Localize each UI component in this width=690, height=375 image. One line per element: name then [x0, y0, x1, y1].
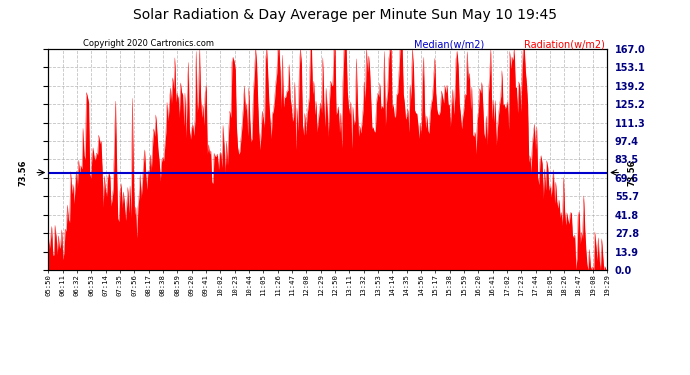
Text: Radiation(w/m2): Radiation(w/m2)	[524, 39, 605, 50]
Text: 73.56: 73.56	[628, 159, 637, 186]
Text: Copyright 2020 Cartronics.com: Copyright 2020 Cartronics.com	[83, 39, 214, 48]
Text: Median(w/m2): Median(w/m2)	[414, 39, 484, 50]
Text: 73.56: 73.56	[19, 159, 28, 186]
Text: Solar Radiation & Day Average per Minute Sun May 10 19:45: Solar Radiation & Day Average per Minute…	[133, 8, 557, 21]
